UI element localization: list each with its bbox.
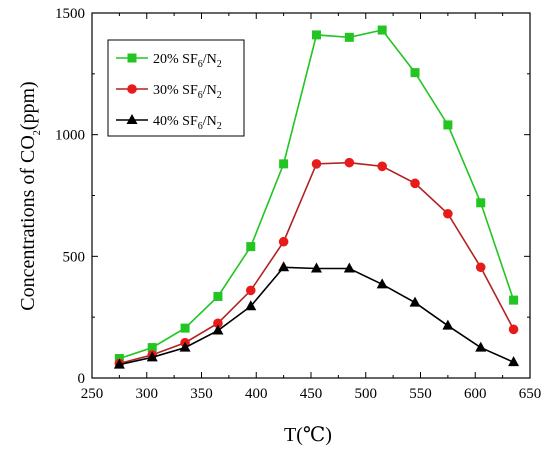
legend-item: 30% SF6/N2 — [116, 83, 222, 101]
data-point — [146, 351, 158, 362]
data-point — [376, 278, 388, 289]
legend-swatch-marker — [126, 114, 138, 124]
data-point — [180, 323, 190, 333]
series-layer — [113, 25, 520, 369]
y-axis-title: Concentrations of CO2(ppm) — [17, 81, 43, 310]
series-line — [119, 266, 514, 366]
legend: 20% SF6/N2 30% SF6/N2 40% SF6/N2 — [107, 39, 245, 137]
data-point — [409, 296, 421, 307]
data-point — [311, 159, 322, 169]
y-tick-label: 1000 — [55, 128, 85, 144]
data-point — [475, 262, 486, 273]
data-point — [278, 261, 290, 272]
x-tick-label: 650 — [519, 386, 542, 402]
data-point — [509, 295, 519, 305]
data-point — [443, 120, 453, 130]
y-tick-label: 500 — [63, 249, 86, 265]
ticks-layer: 250 300 350 400 450 500 550 600 650 0 500 1000 1500 — [55, 6, 541, 402]
data-point — [508, 356, 520, 367]
x-tick-label: 600 — [464, 386, 487, 402]
y-axis-title-subscript: 2 — [32, 130, 43, 135]
data-point — [147, 343, 157, 353]
data-point — [212, 324, 224, 335]
data-point — [114, 354, 124, 364]
x-tick-label: 400 — [245, 386, 268, 402]
data-point — [344, 32, 354, 42]
series-group — [114, 25, 519, 364]
data-point — [443, 208, 453, 219]
data-point — [113, 358, 125, 369]
data-point — [442, 319, 454, 330]
legend-swatch-marker — [127, 53, 137, 63]
data-point — [410, 68, 420, 78]
y-axis-title-main: Concentrations of CO — [17, 135, 39, 311]
data-point — [475, 341, 487, 352]
data-point — [476, 198, 486, 208]
data-point — [508, 324, 519, 335]
legend-swatch-marker — [127, 84, 137, 94]
legend-label: 40% SF6/N2 — [153, 114, 222, 132]
series-group — [113, 261, 520, 369]
data-point — [377, 25, 387, 35]
data-point — [245, 300, 257, 311]
data-point — [344, 157, 355, 168]
legend-item: 40% SF6/N2 — [116, 114, 222, 132]
data-point — [213, 291, 223, 301]
legend-label: 30% SF6/N2 — [153, 83, 222, 101]
x-tick-label: 300 — [136, 386, 159, 402]
legend-label: 20% SF6/N2 — [153, 52, 222, 70]
data-point — [311, 30, 321, 40]
data-point — [310, 262, 322, 273]
data-point — [213, 318, 223, 329]
legend-item: 20% SF6/N2 — [116, 52, 222, 70]
data-point — [279, 159, 289, 169]
x-tick-label: 250 — [81, 386, 104, 402]
x-axis-title: T(℃) — [284, 424, 332, 446]
data-point — [343, 262, 355, 273]
data-point — [410, 178, 420, 189]
y-tick-label: 1500 — [55, 6, 85, 22]
data-point — [377, 161, 387, 172]
y-tick-label: 0 — [78, 371, 86, 387]
y-axis-title-unit: (ppm) — [17, 81, 39, 130]
x-tick-label: 350 — [190, 386, 213, 402]
x-tick-label: 500 — [355, 386, 378, 402]
x-tick-label: 550 — [409, 386, 432, 402]
data-point — [245, 285, 256, 296]
data-point — [278, 236, 289, 247]
data-point — [246, 242, 256, 252]
data-point — [179, 341, 191, 352]
x-tick-label: 450 — [300, 386, 323, 402]
